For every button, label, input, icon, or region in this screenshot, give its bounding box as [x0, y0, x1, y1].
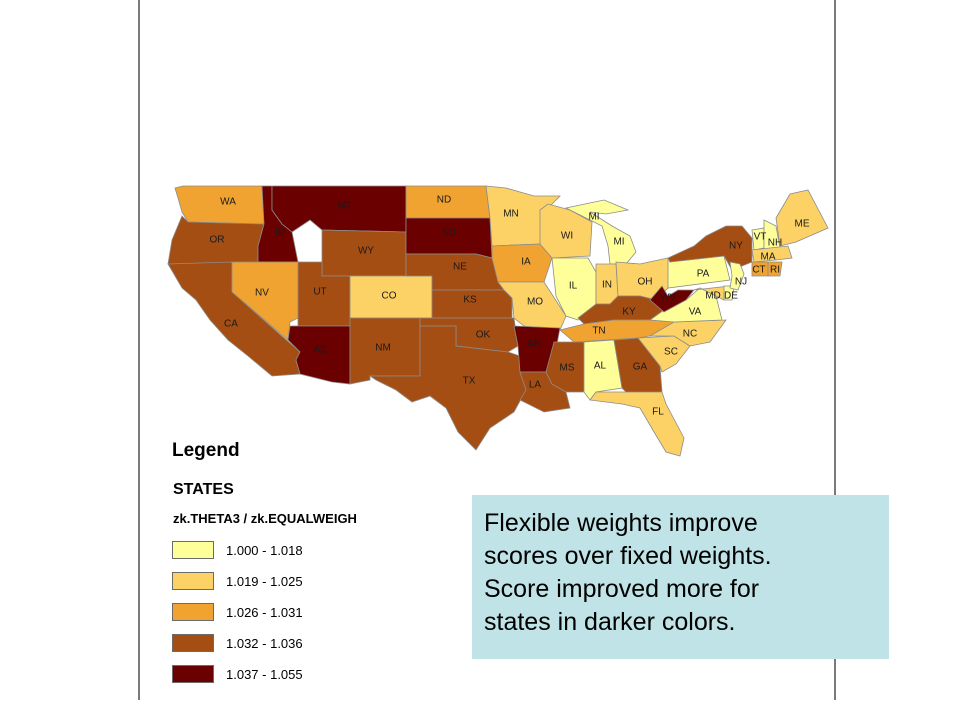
state-label-me: ME [795, 219, 810, 230]
state-label-ca: CA [224, 319, 238, 330]
legend-row-1: 1.000 - 1.018 [172, 539, 303, 561]
state-label-mi-upper: MI [588, 212, 599, 223]
state-label-sd: SD [442, 228, 456, 239]
state-label-tn: TN [592, 326, 605, 337]
state-label-mn: MN [503, 209, 519, 220]
state-label-vt: VT [754, 232, 767, 243]
legend-row-5: 1.037 - 1.055 [172, 663, 303, 685]
callout-line: Score improved more for [484, 575, 760, 603]
legend-swatch [172, 541, 214, 559]
state-label-tx: TX [463, 376, 476, 387]
state-label-il: IL [569, 281, 578, 292]
legend-layer-name: STATES [173, 481, 234, 498]
state-label-va: VA [689, 307, 702, 318]
legend-label: 1.032 - 1.036 [226, 635, 303, 651]
state-label-ks: KS [463, 295, 477, 306]
slide-frame-right [834, 0, 836, 700]
state-label-co: CO [382, 291, 397, 302]
state-label-ok: OK [476, 330, 491, 341]
slide-frame-left [138, 0, 140, 700]
legend-title: Legend [172, 440, 240, 461]
callout-line: states in darker colors. [484, 608, 736, 636]
state-label-wv: WV [660, 293, 676, 304]
state-label-ne: NE [453, 262, 467, 273]
state-ny[interactable] [667, 225, 753, 271]
state-mo[interactable] [497, 281, 567, 331]
state-label-ny: NY [729, 241, 743, 252]
state-label-az: AZ [314, 345, 327, 356]
state-ri[interactable] [767, 261, 783, 277]
state-label-md: MD [705, 291, 721, 302]
legend-row-4: 1.032 - 1.036 [172, 632, 303, 654]
state-tx[interactable] [368, 325, 527, 451]
state-label-wi: WI [561, 231, 573, 242]
state-wv[interactable] [649, 285, 695, 313]
callout-line: scores over fixed weights. [484, 542, 772, 570]
state-label-de: DE [724, 291, 738, 302]
state-label-nj: NJ [735, 277, 747, 288]
state-label-ga: GA [633, 362, 648, 373]
state-me[interactable] [775, 189, 829, 247]
state-label-nm: NM [375, 343, 391, 354]
legend-swatch [172, 603, 214, 621]
state-nj[interactable] [729, 261, 745, 291]
legend-swatch [172, 665, 214, 683]
state-mi[interactable] [564, 199, 637, 265]
state-label-ia: IA [521, 257, 531, 268]
state-label-nh: NH [768, 238, 782, 249]
state-label-al: AL [594, 361, 607, 372]
state-label-sc: SC [664, 347, 678, 358]
state-label-oh: OH [638, 277, 653, 288]
state-label-nd: ND [437, 195, 451, 206]
state-label-ky: KY [622, 307, 636, 318]
state-label-nv: NV [255, 288, 269, 299]
legend-row-2: 1.019 - 1.025 [172, 570, 303, 592]
state-label-id: ID [275, 227, 285, 238]
state-label-in: IN [602, 280, 612, 291]
state-wi[interactable] [539, 203, 593, 259]
state-fl[interactable] [589, 391, 685, 457]
state-label-mo: MO [527, 297, 543, 308]
legend-label: 1.019 - 1.025 [226, 573, 303, 589]
state-label-ri: RI [770, 265, 780, 276]
state-label-wa: WA [220, 197, 236, 208]
callout-line: Flexible weights improve [484, 509, 758, 537]
state-label-wy: WY [358, 246, 374, 257]
annotation-callout: Flexible weights improve scores over fix… [472, 495, 889, 659]
legend-label: 1.000 - 1.018 [226, 542, 303, 558]
state-label-or: OR [210, 235, 225, 246]
state-label-ms: MS [560, 363, 575, 374]
state-va[interactable] [648, 287, 723, 323]
state-label-mi: MI [613, 237, 624, 248]
state-label-pa: PA [697, 269, 710, 280]
legend-swatch [172, 572, 214, 590]
state-label-fl: FL [652, 407, 664, 418]
legend-row-3: 1.026 - 1.031 [172, 601, 303, 623]
legend-label: 1.026 - 1.031 [226, 604, 303, 620]
legend-label: 1.037 - 1.055 [226, 666, 303, 682]
legend-swatch [172, 634, 214, 652]
state-label-nc: NC [683, 329, 697, 340]
state-label-ar: AR [527, 339, 541, 350]
state-ma[interactable] [751, 245, 793, 263]
state-label-la: LA [529, 380, 542, 391]
state-label-mt: MT [338, 201, 352, 212]
state-label-ct: CT [752, 265, 765, 276]
state-label-ut: UT [313, 287, 326, 298]
legend-field-name: zk.THETA3 / zk.EQUALWEIGH [173, 511, 357, 526]
state-label-ma: MA [761, 252, 776, 263]
state-ks[interactable] [431, 289, 513, 319]
